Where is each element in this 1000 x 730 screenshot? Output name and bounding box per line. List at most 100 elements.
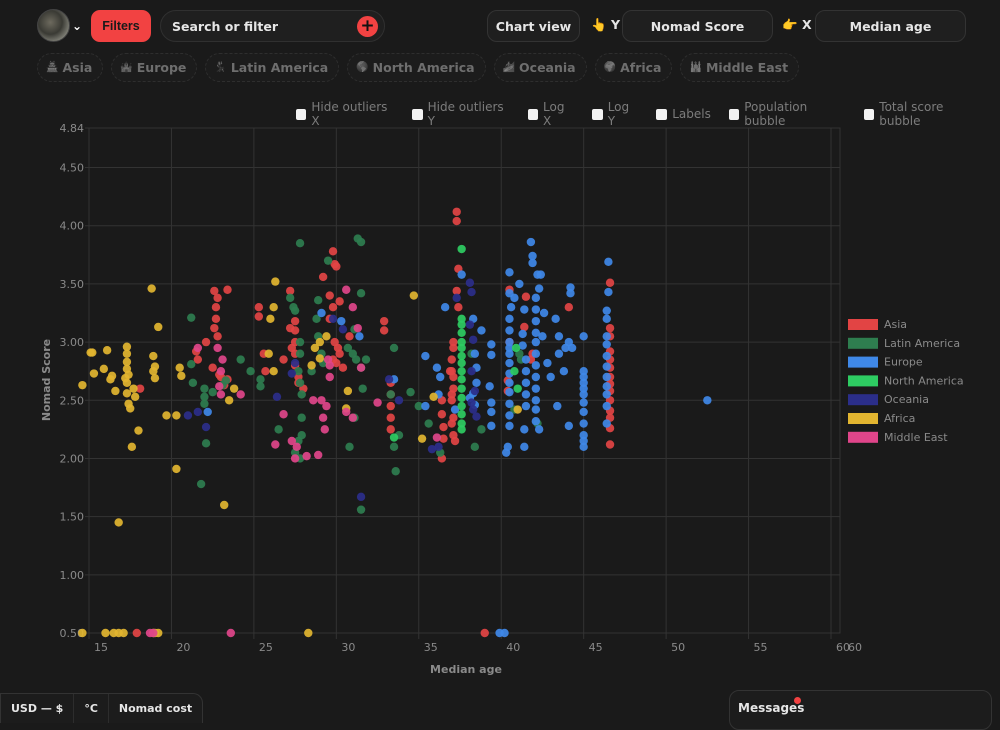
- data-point-europe: [520, 425, 529, 434]
- data-point-asia: [193, 355, 203, 364]
- data-point-oceania: [467, 366, 476, 376]
- data-point-europe: [505, 411, 514, 420]
- option-label: Hide outliers Y: [427, 100, 504, 128]
- user-avatar[interactable]: [37, 9, 70, 42]
- x-tick-label: 25: [259, 641, 273, 654]
- chip-latin-america[interactable]: 💃 Latin America: [205, 53, 340, 82]
- option-population-bubble[interactable]: Population bubble: [728, 100, 846, 128]
- data-point-asia: [213, 293, 222, 303]
- data-point-africa: [271, 277, 280, 286]
- data-point-europe: [505, 268, 514, 277]
- data-point-asia: [437, 410, 447, 419]
- data-point-middle-east: [322, 401, 331, 411]
- data-point-europe: [531, 372, 541, 382]
- data-point-oceania: [384, 375, 394, 384]
- data-point-asia: [213, 332, 222, 341]
- y-tick-label: 1.00: [60, 569, 85, 582]
- data-point-north-america: [457, 320, 466, 329]
- chart-view-button[interactable]: Chart view: [487, 10, 580, 42]
- data-point-europe: [487, 398, 496, 407]
- data-point-asia: [254, 302, 264, 312]
- option-hide-outliers-y[interactable]: Hide outliers Y: [412, 100, 509, 128]
- data-point-asia: [452, 216, 461, 226]
- data-point-africa: [126, 404, 135, 413]
- chip-oceania[interactable]: 🏄 Oceania: [493, 53, 587, 82]
- temperature-unit-selector[interactable]: °C: [74, 694, 109, 723]
- data-point-middle-east: [309, 396, 318, 405]
- data-point-europe: [536, 270, 545, 279]
- checkbox[interactable]: [728, 108, 740, 120]
- data-point-europe: [579, 366, 588, 376]
- castle-icon: 🏰: [120, 62, 133, 73]
- data-point-latin-america: [208, 387, 217, 397]
- chip-asia[interactable]: 🏯 Asia: [37, 53, 104, 82]
- checkbox[interactable]: [656, 108, 668, 120]
- chip-middle-east[interactable]: 🕌 Middle East: [680, 53, 800, 82]
- data-point-asia: [325, 291, 334, 300]
- data-point-africa: [102, 346, 112, 355]
- currency-selector[interactable]: USD — $: [1, 694, 75, 723]
- x-tick-label: 55: [754, 641, 768, 654]
- data-point-africa: [409, 291, 419, 300]
- checkbox[interactable]: [412, 108, 423, 120]
- data-point-africa: [89, 369, 99, 378]
- data-point-asia: [338, 363, 348, 372]
- data-point-europe: [559, 366, 569, 376]
- data-point-asia: [210, 323, 219, 333]
- search-input[interactable]: Search or filter +: [160, 10, 385, 42]
- x-axis-tag-label: X: [801, 17, 812, 32]
- option-log-y[interactable]: Log Y: [592, 100, 638, 128]
- data-point-latin-america: [351, 355, 361, 364]
- top-toolbar: ⌄ Filters Search or filter + Chart view …: [0, 0, 1000, 50]
- data-point-middle-east: [348, 302, 358, 312]
- data-point-africa: [150, 373, 160, 383]
- chip-label: Asia: [62, 60, 93, 75]
- y-axis-select[interactable]: Nomad Score: [622, 10, 773, 42]
- data-point-africa: [307, 361, 316, 370]
- data-point-oceania: [356, 492, 366, 502]
- cost-selector[interactable]: Nomad cost: [118, 702, 193, 715]
- checkbox[interactable]: [592, 108, 603, 120]
- data-point-europe: [436, 372, 445, 382]
- data-point-middle-east: [216, 390, 226, 399]
- chip-europe[interactable]: 🏰 Europe: [111, 53, 198, 82]
- data-point-africa: [417, 434, 427, 443]
- data-point-latin-america: [200, 384, 209, 393]
- chevron-down-icon[interactable]: ⌄: [72, 19, 83, 33]
- data-point-middle-east: [432, 433, 442, 442]
- data-point-europe: [566, 283, 575, 292]
- data-point-africa: [310, 343, 320, 353]
- option-labels[interactable]: Labels: [656, 100, 711, 128]
- data-point-europe: [487, 340, 496, 349]
- data-point-latin-america: [295, 337, 305, 347]
- plus-icon[interactable]: +: [357, 16, 378, 37]
- legend-label: North America: [884, 374, 964, 387]
- data-point-asia: [332, 358, 341, 368]
- chip-africa[interactable]: 🌍 Africa: [594, 53, 673, 82]
- data-point-latin-america: [356, 237, 366, 247]
- data-point-europe: [505, 349, 514, 358]
- data-point-asia: [386, 401, 395, 411]
- y-tick-label: 3.00: [60, 336, 85, 349]
- data-point-asia: [290, 316, 300, 326]
- y-tick-label: 4.00: [60, 220, 85, 233]
- data-point-oceania: [470, 386, 480, 396]
- x-axis-select[interactable]: Median age: [815, 10, 966, 42]
- option-log-x[interactable]: Log X: [527, 100, 575, 128]
- chip-north-america[interactable]: 🌎 North America: [347, 53, 486, 82]
- legend-swatch: [848, 337, 878, 349]
- checkbox[interactable]: [527, 108, 538, 120]
- option-total-score-bubble[interactable]: Total score bubble: [863, 100, 982, 128]
- data-point-latin-america: [414, 401, 423, 411]
- data-point-europe: [579, 384, 588, 393]
- legend-swatch: [848, 319, 878, 330]
- option-hide-outliers-x[interactable]: Hide outliers X: [296, 100, 394, 128]
- data-point-middle-east: [215, 382, 224, 391]
- filters-button[interactable]: Filters: [91, 10, 151, 42]
- data-point-africa: [119, 628, 128, 638]
- checkbox[interactable]: [863, 108, 875, 120]
- messages-panel[interactable]: Messages: [729, 690, 992, 730]
- legend-label: Middle East: [884, 431, 948, 444]
- data-point-africa: [343, 386, 353, 396]
- checkbox[interactable]: [296, 108, 307, 120]
